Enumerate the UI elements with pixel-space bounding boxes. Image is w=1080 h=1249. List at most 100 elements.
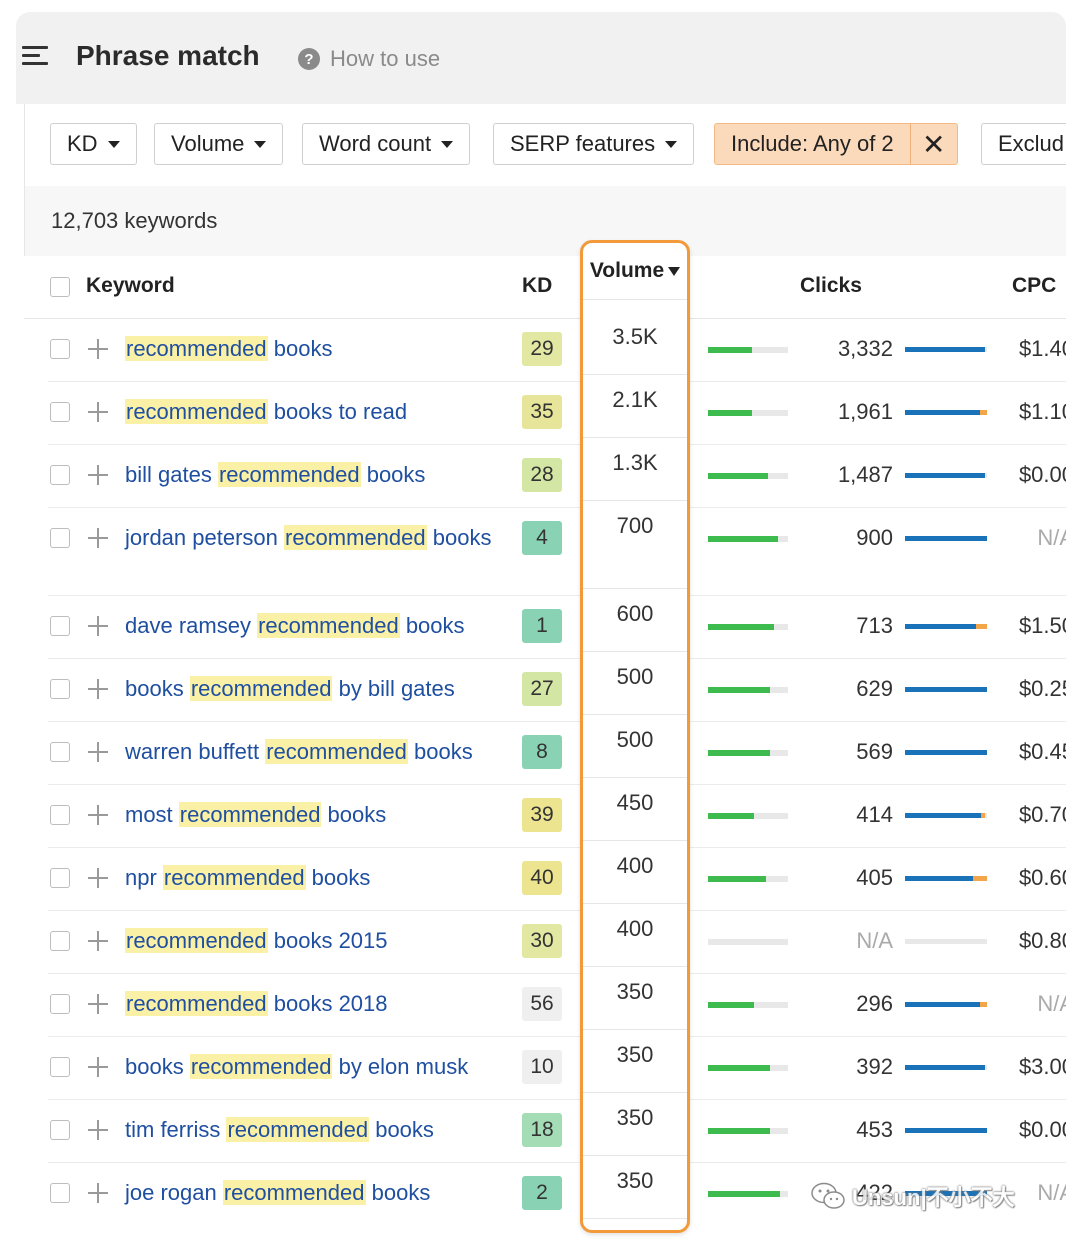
volume-bar bbox=[708, 410, 788, 416]
keyword-link[interactable]: jordan peterson recommended books bbox=[125, 523, 505, 553]
keyword-link[interactable]: recommended books 2018 bbox=[125, 989, 505, 1019]
add-to-list-plus-icon[interactable] bbox=[88, 931, 108, 951]
add-to-list-plus-icon[interactable] bbox=[88, 868, 108, 888]
cpc-value: N/A bbox=[1037, 991, 1066, 1016]
volume-bar bbox=[708, 536, 788, 542]
add-to-list-plus-icon[interactable] bbox=[88, 1183, 108, 1203]
add-to-list-plus-icon[interactable] bbox=[88, 616, 108, 636]
kd-filter-button[interactable]: KD bbox=[50, 123, 137, 165]
add-to-list-plus-icon[interactable] bbox=[88, 339, 108, 359]
kd-badge: 35 bbox=[522, 395, 562, 429]
watermark: Unsun|不小不大 bbox=[810, 1180, 1015, 1212]
clicks-value: 405 bbox=[856, 865, 893, 890]
caret-down-icon bbox=[107, 140, 120, 148]
row-checkbox[interactable] bbox=[50, 742, 70, 762]
organic-clicks-fill bbox=[905, 813, 982, 818]
serp-features-filter-button[interactable]: SERP features bbox=[493, 123, 695, 165]
keyword-link[interactable]: tim ferriss recommended books bbox=[125, 1115, 505, 1145]
serp-features-filter-label: SERP features bbox=[510, 131, 656, 156]
keyword-text: warren buffett bbox=[125, 739, 266, 764]
keyword-link[interactable]: dave ramsey recommended books bbox=[125, 611, 505, 641]
clear-include-close-icon[interactable]: ✕ bbox=[909, 124, 957, 164]
add-to-list-plus-icon[interactable] bbox=[88, 528, 108, 548]
hamburger-menu-icon[interactable] bbox=[22, 46, 48, 66]
clicks-value: N/A bbox=[856, 928, 893, 953]
add-to-list-plus-icon[interactable] bbox=[88, 994, 108, 1014]
add-to-list-plus-icon[interactable] bbox=[88, 679, 108, 699]
kd-badge: 4 bbox=[522, 521, 562, 555]
row-checkbox[interactable] bbox=[50, 339, 70, 359]
keyword-link[interactable]: recommended books to read bbox=[125, 397, 505, 427]
row-checkbox[interactable] bbox=[50, 616, 70, 636]
word-count-filter-button[interactable]: Word count bbox=[302, 123, 471, 165]
exclude-filter-button[interactable]: Exclud bbox=[981, 123, 1066, 165]
add-to-list-plus-icon[interactable] bbox=[88, 1057, 108, 1077]
table-row: most recommended books 39 414 $0.70 bbox=[48, 784, 1066, 848]
volume-bar-fill bbox=[708, 410, 752, 416]
row-checkbox[interactable] bbox=[50, 1120, 70, 1140]
clicks-bar bbox=[905, 1002, 987, 1007]
clicks-bar bbox=[905, 750, 987, 755]
keyword-link[interactable]: warren buffett recommended books bbox=[125, 737, 505, 767]
add-to-list-plus-icon[interactable] bbox=[88, 805, 108, 825]
keyword-link[interactable]: recommended books bbox=[125, 334, 505, 364]
keyword-column-header[interactable]: Keyword bbox=[86, 274, 175, 297]
kd-badge: 30 bbox=[522, 924, 562, 958]
include-filter-button[interactable]: Include: Any of 2 ✕ bbox=[714, 123, 958, 165]
volume-bar-fill bbox=[708, 1065, 771, 1071]
kd-column-header[interactable]: KD bbox=[522, 274, 553, 297]
keyword-text: npr bbox=[125, 865, 163, 890]
keyword-link[interactable]: joe rogan recommended books bbox=[125, 1178, 505, 1208]
volume-column-header[interactable]: Volume bbox=[583, 243, 687, 300]
organic-clicks-fill bbox=[905, 624, 977, 629]
row-checkbox[interactable] bbox=[50, 1183, 70, 1203]
volume-bar bbox=[708, 347, 788, 353]
keyword-text: bill gates bbox=[125, 462, 218, 487]
add-to-list-plus-icon[interactable] bbox=[88, 1120, 108, 1140]
clicks-value: 3,332 bbox=[837, 336, 893, 361]
volume-filter-button[interactable]: Volume bbox=[154, 123, 284, 165]
keyword-link[interactable]: books recommended by elon musk bbox=[125, 1052, 505, 1082]
row-checkbox[interactable] bbox=[50, 402, 70, 422]
volume-value: 500 bbox=[583, 713, 687, 778]
clicks-value: 1,961 bbox=[837, 399, 893, 424]
kd-badge: 18 bbox=[522, 1113, 562, 1147]
keyword-link[interactable]: npr recommended books bbox=[125, 863, 505, 893]
row-checkbox[interactable] bbox=[50, 1057, 70, 1077]
keyword-highlight: recommended bbox=[226, 1117, 370, 1142]
paid-clicks-fill bbox=[976, 624, 987, 629]
row-checkbox[interactable] bbox=[50, 465, 70, 485]
keyword-highlight: recommended bbox=[189, 1054, 333, 1079]
keyword-link[interactable]: most recommended books bbox=[125, 800, 505, 830]
keyword-text: books bbox=[426, 525, 492, 550]
select-all-checkbox[interactable] bbox=[50, 277, 70, 297]
row-checkbox[interactable] bbox=[50, 931, 70, 951]
add-to-list-plus-icon[interactable] bbox=[88, 465, 108, 485]
keyword-text: by elon musk bbox=[332, 1054, 469, 1079]
clicks-value: 569 bbox=[856, 739, 893, 764]
keyword-highlight: recommended bbox=[125, 399, 268, 424]
how-to-use-label: How to use bbox=[330, 46, 441, 71]
page-header: Phrase match ? How to use bbox=[16, 12, 1066, 104]
row-checkbox[interactable] bbox=[50, 994, 70, 1014]
row-checkbox[interactable] bbox=[50, 679, 70, 699]
volume-bar-fill bbox=[708, 624, 775, 630]
how-to-use-link[interactable]: ? How to use bbox=[298, 46, 440, 72]
row-checkbox[interactable] bbox=[50, 805, 70, 825]
add-to-list-plus-icon[interactable] bbox=[88, 402, 108, 422]
row-checkbox[interactable] bbox=[50, 868, 70, 888]
keyword-link[interactable]: recommended books 2015 bbox=[125, 926, 505, 956]
row-checkbox[interactable] bbox=[50, 528, 70, 548]
volume-value: 3.5K bbox=[583, 310, 687, 375]
keyword-text: books bbox=[365, 1180, 431, 1205]
kd-badge: 56 bbox=[522, 987, 562, 1021]
add-to-list-plus-icon[interactable] bbox=[88, 742, 108, 762]
clicks-value: 900 bbox=[856, 525, 893, 550]
wechat-logo-icon bbox=[811, 1182, 845, 1209]
exclude-filter-label: Exclud bbox=[998, 131, 1065, 156]
clicks-column-header[interactable]: Clicks bbox=[800, 274, 862, 297]
keyword-link[interactable]: bill gates recommended books bbox=[125, 460, 505, 490]
cpc-column-header[interactable]: CPC bbox=[1012, 274, 1057, 297]
keyword-link[interactable]: books recommended by bill gates bbox=[125, 674, 505, 704]
caret-down-icon bbox=[665, 140, 678, 148]
